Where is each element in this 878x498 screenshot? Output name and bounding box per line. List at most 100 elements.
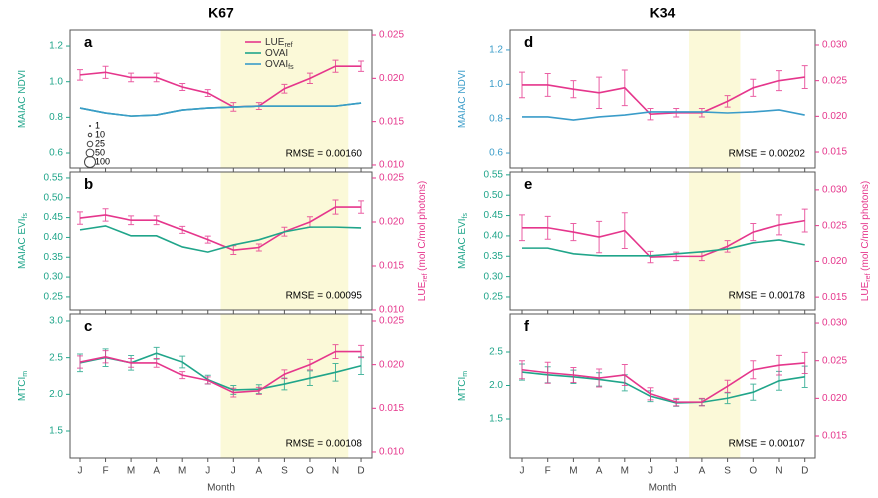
error-bar	[596, 220, 603, 254]
y-axis-label: MAIAC NDVI	[17, 70, 28, 128]
error-bar	[698, 397, 705, 407]
season-band	[689, 172, 741, 310]
y-axis-label: MTCIm	[457, 371, 469, 401]
legend-label: OVAI	[265, 48, 288, 59]
error-bar	[128, 215, 135, 226]
legend-name: OVAI	[265, 59, 288, 70]
error-bar	[724, 240, 731, 253]
y-tick-label: 0.45	[44, 212, 64, 223]
x-tick-label: M	[621, 466, 629, 477]
y-axis-label-sub: m	[462, 371, 469, 377]
y-tick-label: 1.2	[489, 45, 503, 56]
y2-tick-label: 0.010	[379, 160, 404, 171]
size-legend-circle	[88, 124, 92, 128]
y-tick-label: 0.50	[484, 190, 504, 201]
error-bar	[128, 72, 135, 83]
y-axis-label-text: MAIAC EVI	[17, 218, 28, 269]
size-legend-label: 1	[95, 120, 100, 130]
x-tick-label: A	[596, 466, 603, 477]
size-legend-label: 10	[95, 129, 105, 139]
error-bar	[204, 376, 211, 385]
y-tick-label: 0.45	[484, 210, 504, 221]
legend-name: LUE	[265, 37, 285, 48]
x-tick-label: J	[78, 466, 83, 477]
x-tick-label: O	[749, 466, 757, 477]
legend-label: LUEref	[265, 37, 293, 49]
error-bar	[179, 371, 186, 380]
x-tick-label: J	[520, 466, 525, 477]
size-legend-circle	[85, 148, 95, 158]
season-band	[689, 314, 741, 458]
error-bar	[332, 199, 339, 215]
error-bar	[750, 360, 757, 380]
panel-frame	[69, 313, 373, 459]
y2-tick-label: 0.030	[822, 40, 847, 51]
error-bar	[673, 397, 680, 407]
y-tick-label: 2.0	[489, 380, 503, 391]
panel-label: e	[524, 176, 532, 193]
error-bar	[647, 107, 654, 121]
error-bar	[801, 208, 808, 233]
column-title: K34	[650, 5, 676, 21]
error-bar	[204, 89, 211, 98]
panel-label: f	[524, 318, 530, 335]
series-line	[79, 206, 362, 251]
error-bar	[153, 72, 160, 83]
error-bar	[102, 65, 109, 79]
panel-frame	[509, 171, 816, 311]
y2-tick-label: 0.025	[379, 30, 404, 41]
series-line	[79, 65, 362, 108]
annotation: RMSE = 0.00095	[286, 291, 363, 302]
error-bar	[102, 350, 109, 364]
y-tick-label: 0.35	[44, 252, 64, 263]
y-tick-label: 0.30	[484, 271, 504, 282]
error-bar	[750, 78, 757, 97]
series-line	[521, 362, 805, 403]
error-bar	[306, 72, 313, 85]
y2-axis-label: LUEref (mol C/mol photons)	[417, 181, 429, 301]
y-axis-label: MAIAC EVIfs	[457, 212, 469, 269]
error-bar	[621, 69, 628, 107]
error-bar	[544, 215, 551, 240]
y-tick-label: 0.55	[484, 169, 504, 180]
panel-label: c	[84, 318, 92, 335]
error-bar	[724, 379, 731, 393]
x-tick-label: S	[724, 466, 731, 477]
error-bar	[306, 358, 313, 371]
series-line	[79, 350, 362, 394]
y-tick-label: 0.40	[44, 232, 64, 243]
error-bar	[179, 83, 186, 91]
x-tick-label: D	[357, 466, 364, 477]
y-tick-label: 0.8	[489, 113, 503, 124]
series-line	[522, 219, 805, 258]
size-legend-circle	[86, 140, 94, 148]
error-bar	[544, 73, 551, 97]
x-tick-label: J	[205, 466, 210, 477]
x-tick-label: A	[153, 466, 160, 477]
y2-tick-label: 0.015	[379, 403, 404, 414]
y2-tick-label: 0.015	[822, 292, 847, 303]
panel-label: a	[84, 34, 93, 51]
x-tick-label: J	[648, 466, 653, 477]
error-bar	[801, 351, 808, 374]
panel-frame	[69, 29, 373, 169]
y2-tick-label: 0.020	[822, 256, 847, 267]
series-line	[522, 76, 805, 116]
y2-tick-label: 0.015	[822, 431, 847, 442]
x-axis-label: Month	[207, 483, 235, 494]
x-tick-label: D	[801, 466, 808, 477]
y-tick-label: 0.55	[44, 173, 64, 184]
error-bar	[358, 60, 365, 72]
annotation: RMSE = 0.00108	[286, 439, 363, 450]
y2-tick-label: 0.015	[379, 261, 404, 272]
panel-frame	[509, 29, 816, 169]
x-tick-label: N	[332, 466, 339, 477]
error-bar	[332, 59, 339, 73]
y2-tick-label: 0.025	[379, 173, 404, 184]
panel-frame	[69, 171, 373, 311]
error-bar	[153, 358, 160, 368]
y-tick-label: 2.5	[489, 347, 503, 358]
panel-label: b	[84, 176, 93, 193]
size-legend-label: 50	[95, 147, 105, 157]
y2-tick-label: 0.010	[379, 305, 404, 316]
